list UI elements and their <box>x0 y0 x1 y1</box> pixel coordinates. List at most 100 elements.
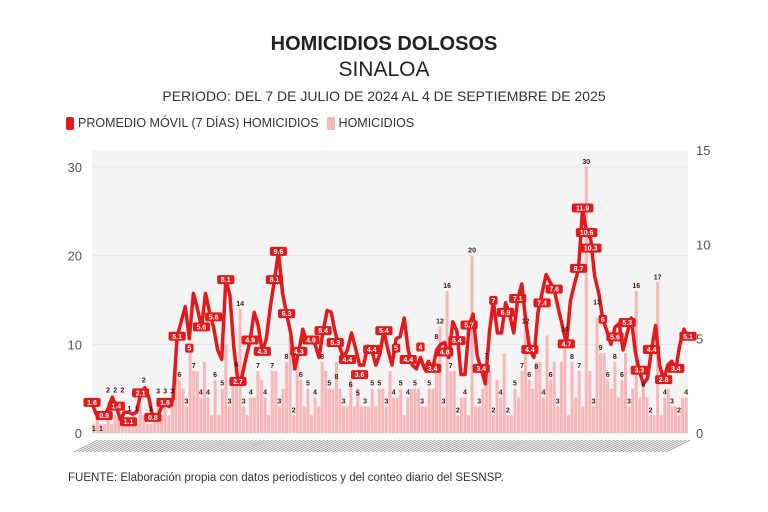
line-label-box <box>290 346 308 356</box>
bar <box>449 370 453 433</box>
line-label: 1.6 <box>87 400 97 407</box>
bar <box>595 317 599 433</box>
bar <box>552 362 556 433</box>
bar <box>559 362 563 433</box>
bar-label: 7 <box>577 363 581 370</box>
bar-label: 4 <box>406 390 410 397</box>
bar-label: 9 <box>599 345 603 352</box>
bar <box>392 397 396 433</box>
bar <box>202 362 206 433</box>
line-label: 4.9 <box>245 338 255 345</box>
x-tick-label <box>280 439 305 453</box>
line-label: 4.4 <box>403 357 413 364</box>
line-label-group: 1.4 <box>107 401 125 411</box>
x-tick-label <box>240 439 266 453</box>
bar <box>199 397 203 433</box>
bar-label: 1 <box>99 426 103 433</box>
bar <box>245 415 249 433</box>
bar <box>185 406 189 433</box>
x-tick-label <box>490 439 516 453</box>
x-tick-label <box>324 439 349 453</box>
line-label-group: 7.6 <box>545 284 563 294</box>
bar-label: 5 <box>306 381 310 388</box>
bar <box>456 415 460 433</box>
line-label: 5.6 <box>197 324 207 331</box>
x-tick-label <box>657 439 683 453</box>
line-label-group: 8.7 <box>569 263 588 273</box>
bar-label: 6 <box>235 362 239 369</box>
bar-label: 2 <box>492 407 496 414</box>
bar <box>431 388 435 433</box>
bar <box>217 415 221 433</box>
bar-label: 6 <box>177 372 181 379</box>
x-tick-label <box>105 439 130 453</box>
bar-label: 5 <box>356 391 360 398</box>
line-label-box <box>107 401 125 411</box>
x-tick-label <box>157 439 182 453</box>
x-tick-label <box>216 439 242 453</box>
line-label: 4 <box>418 345 422 352</box>
line-label-group: 1.1 <box>119 417 138 427</box>
bar <box>406 397 410 433</box>
line-label: 3.3 <box>634 368 644 375</box>
x-tick-label <box>506 439 532 453</box>
bar <box>556 406 560 433</box>
line-label-group: 2.1 <box>132 388 150 398</box>
bar <box>295 353 299 433</box>
x-tick-label <box>653 439 679 453</box>
line-label-box <box>326 338 344 348</box>
legend-label-line: PROMEDIO MÓVIL (7 DÍAS) HOMICIDIOS <box>78 116 319 130</box>
x-tick-label <box>185 439 210 453</box>
line-label-box <box>448 336 466 346</box>
line-label: 5.6 <box>610 334 620 341</box>
line-label-group: 4.3 <box>290 346 308 356</box>
bar <box>345 406 349 433</box>
bar-label: 7 <box>270 363 274 370</box>
bar <box>334 362 338 433</box>
line-label-box <box>168 331 186 341</box>
bar <box>163 406 167 433</box>
x-tick-label <box>431 439 456 453</box>
x-tick-label <box>514 439 540 453</box>
bar-label: 3 <box>442 398 446 405</box>
x-tick-label <box>447 439 472 453</box>
bar-label: 3 <box>163 388 167 395</box>
bar-label: 2 <box>506 407 510 414</box>
x-tick-label <box>340 439 365 453</box>
bar <box>467 415 470 433</box>
bar-label: 5 <box>220 381 224 388</box>
x-tick-label <box>494 439 520 453</box>
line-label-box <box>533 298 551 308</box>
bar-label: 13 <box>593 300 601 307</box>
line-label-box <box>416 342 425 352</box>
bar-label: 2 <box>113 387 117 394</box>
bar-label: 12 <box>522 319 530 326</box>
line-label-group: 4.7 <box>557 339 575 349</box>
x-tick-label <box>534 439 560 453</box>
y-left-tick-label: 20 <box>68 249 82 264</box>
line-label-group: 0.9 <box>95 411 113 421</box>
x-tick-label <box>634 439 659 453</box>
bar <box>227 406 231 433</box>
bar <box>317 406 321 433</box>
line-label-group: 5.1 <box>168 331 186 341</box>
x-tick-label <box>427 439 452 453</box>
bar <box>188 344 192 433</box>
bar-label: 6 <box>606 372 610 379</box>
bar <box>192 370 196 433</box>
bar <box>606 379 610 433</box>
bar <box>520 370 524 433</box>
bar-label: 4 <box>249 390 253 397</box>
line-label: 6.9 <box>501 310 511 317</box>
bar-label: 16 <box>632 283 640 290</box>
x-tick-label <box>220 439 246 453</box>
x-tick-label <box>407 439 432 453</box>
bar-label: 5 <box>399 381 403 388</box>
line-label-box <box>630 365 648 375</box>
line-label-group: 4.4 <box>399 354 417 364</box>
x-tick-label <box>93 439 119 453</box>
bar-label: 3 <box>591 398 595 405</box>
bar <box>135 424 139 433</box>
x-tick-label <box>546 439 572 453</box>
bar-label: 2 <box>649 407 653 414</box>
